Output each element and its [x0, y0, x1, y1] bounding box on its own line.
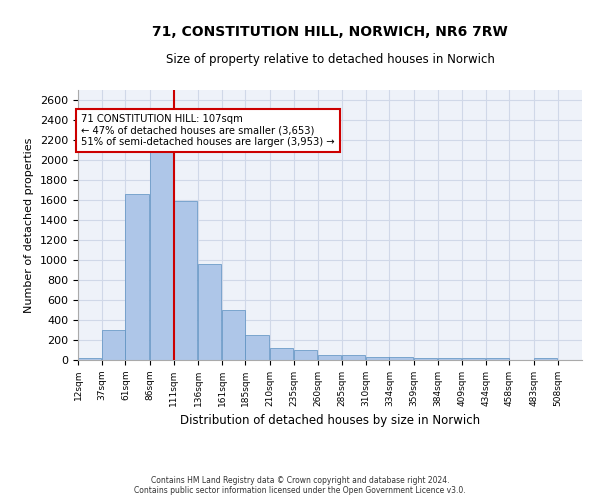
- Bar: [413, 358, 437, 360]
- Bar: [389, 357, 413, 360]
- Bar: [533, 358, 557, 360]
- X-axis label: Distribution of detached houses by size in Norwich: Distribution of detached houses by size …: [180, 414, 480, 428]
- Text: 71 CONSTITUTION HILL: 107sqm
← 47% of detached houses are smaller (3,653)
51% of: 71 CONSTITUTION HILL: 107sqm ← 47% of de…: [81, 114, 335, 147]
- Bar: [318, 355, 341, 360]
- Bar: [366, 357, 389, 360]
- Bar: [269, 348, 293, 360]
- Bar: [78, 358, 101, 360]
- Bar: [125, 194, 149, 360]
- Bar: [486, 358, 509, 360]
- Text: Contains HM Land Registry data © Crown copyright and database right 2024.
Contai: Contains HM Land Registry data © Crown c…: [134, 476, 466, 495]
- Bar: [342, 355, 365, 360]
- Bar: [245, 335, 269, 360]
- Bar: [462, 358, 485, 360]
- Y-axis label: Number of detached properties: Number of detached properties: [25, 138, 34, 312]
- Bar: [149, 147, 173, 360]
- Bar: [198, 264, 221, 360]
- Text: 71, CONSTITUTION HILL, NORWICH, NR6 7RW: 71, CONSTITUTION HILL, NORWICH, NR6 7RW: [152, 25, 508, 39]
- Bar: [102, 330, 125, 360]
- Bar: [174, 201, 197, 360]
- Text: Size of property relative to detached houses in Norwich: Size of property relative to detached ho…: [166, 52, 494, 66]
- Bar: [222, 310, 245, 360]
- Bar: [438, 358, 461, 360]
- Bar: [294, 350, 317, 360]
